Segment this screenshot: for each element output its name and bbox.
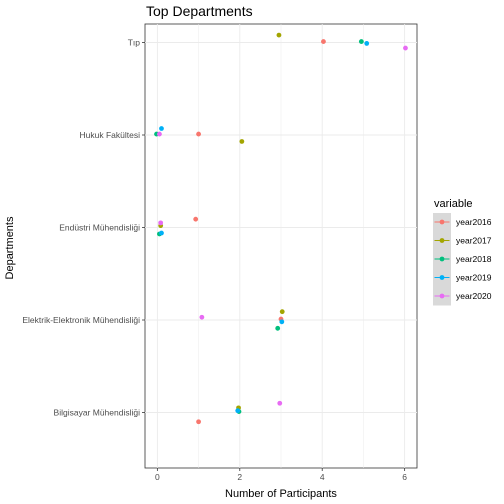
data-point-year2018: [275, 325, 281, 331]
legend-title: variable: [434, 198, 473, 210]
data-point-year2020: [403, 45, 408, 51]
x-tick-label: 2: [237, 472, 242, 482]
legend-label: year2019: [456, 273, 492, 283]
data-point-year2017: [239, 139, 245, 144]
y-tick-label: Tıp: [128, 38, 141, 48]
y-axis-title: Departments: [4, 216, 16, 279]
chart-title: Top Departments: [146, 3, 253, 19]
legend-key-point: [439, 256, 445, 262]
x-tick-label: 4: [320, 472, 325, 482]
y-tick-label: Hukuk Fakültesi: [80, 130, 141, 140]
data-point-year2016: [193, 216, 199, 222]
legend-key-point: [439, 238, 445, 243]
data-point-year2020: [199, 314, 205, 320]
data-point-year2020: [277, 400, 283, 406]
data-point-year2019: [159, 126, 164, 131]
x-axis-title: Number of Participants: [225, 488, 337, 500]
data-points: [154, 32, 408, 425]
legend-label: year2020: [456, 291, 492, 301]
data-point-year2020: [158, 220, 164, 226]
legend-key-point: [439, 293, 445, 299]
legend-label: year2016: [456, 217, 492, 227]
x-tick-label: 0: [155, 472, 160, 482]
y-axis: Bilgisayar Mühendisliği Elektrik-Elektron…: [22, 38, 145, 418]
x-axis: 0 2 4 6: [155, 468, 407, 482]
legend-key-point: [439, 219, 445, 225]
data-point-year2017: [279, 309, 285, 315]
y-tick-label: Bilgisayar Mühendisliği: [54, 408, 141, 418]
x-tick-label: 6: [402, 472, 407, 482]
data-point-year2019: [235, 408, 241, 414]
y-tick-label: Endüstri Mühendisliği: [59, 223, 140, 233]
data-point-year2016: [196, 419, 201, 425]
data-point-year2016: [196, 131, 201, 137]
data-point-year2019: [279, 319, 285, 325]
data-point-year2016: [321, 39, 326, 44]
data-point-year2017: [276, 32, 282, 38]
legend-key-point: [439, 275, 445, 280]
data-point-year2018: [358, 39, 364, 44]
legend: variable year2016 year2017 year2018 year201…: [433, 198, 492, 306]
data-point-year2019: [364, 41, 370, 46]
data-point-year2020: [157, 131, 162, 137]
data-point-year2019: [159, 230, 164, 236]
legend-label: year2018: [456, 254, 492, 264]
legend-label: year2017: [456, 236, 492, 246]
y-tick-label: Elektrik-Elektronik Mühendisliği: [22, 315, 140, 325]
